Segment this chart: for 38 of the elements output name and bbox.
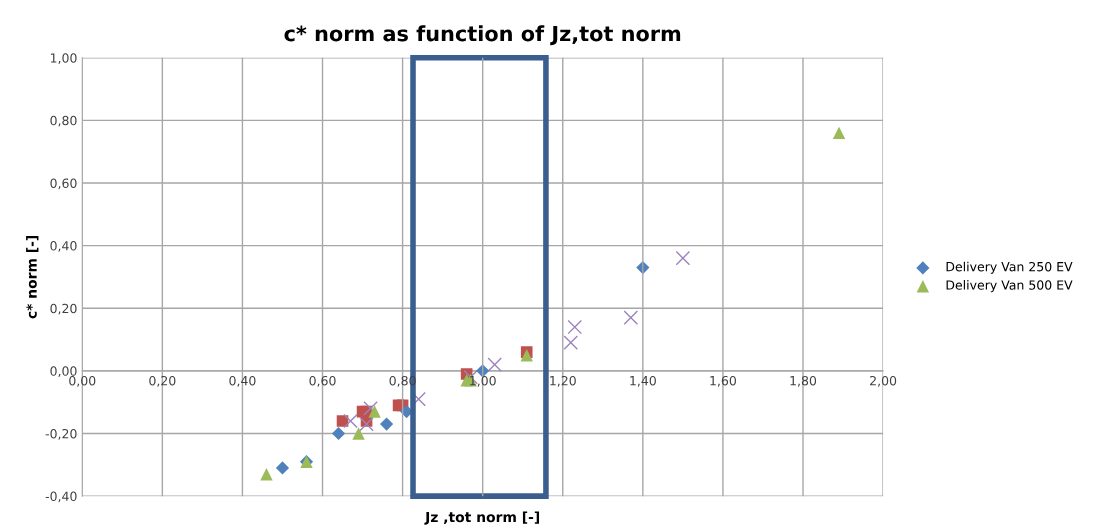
point [675,250,691,266]
x-tick-label: 2,00 [870,375,897,387]
point [363,401,378,416]
y-tick-label: 0,00 [50,366,77,378]
point [487,357,502,372]
point [331,426,346,441]
point [520,349,533,362]
legend-label: Delivery Van 500 EV [946,280,1073,293]
x-tick-label: 0,60 [309,375,336,387]
y-tick-label: -0,40 [45,491,77,503]
point [832,126,846,140]
y-tick-label: 0,40 [50,241,77,252]
point [343,413,358,429]
point [623,310,639,325]
y-axis-title: c* norm [-] [26,235,39,319]
point [563,335,579,350]
x-tick-label: 1,20 [550,375,576,387]
y-tick-label: -0,20 [45,428,77,440]
x-tick-label: 0,00 [69,375,96,387]
x-tick-label: 1,40 [630,375,656,387]
x-tick-label: 1,80 [790,375,817,387]
x-tick-label: 0,20 [149,375,176,387]
y-tick-label: 0,80 [50,115,77,127]
point [359,416,374,432]
y-tick-label: 1,00 [50,53,77,64]
point [379,417,394,431]
chart-title: c* norm as function of Jz,tot norm [284,25,681,46]
x-tick-label: 1,60 [710,375,737,387]
y-tick-label: 0,20 [50,303,77,315]
legend-label: Delivery Van 250 EV [946,261,1073,274]
point [368,405,381,418]
point [275,461,290,475]
point [567,319,583,335]
y-tick-label: 0,60 [50,178,77,190]
point [260,467,273,481]
point [352,427,365,440]
x-tick-label: 0,40 [229,375,256,387]
x-axis-title: Jz ,tot norm [-] [424,511,540,525]
